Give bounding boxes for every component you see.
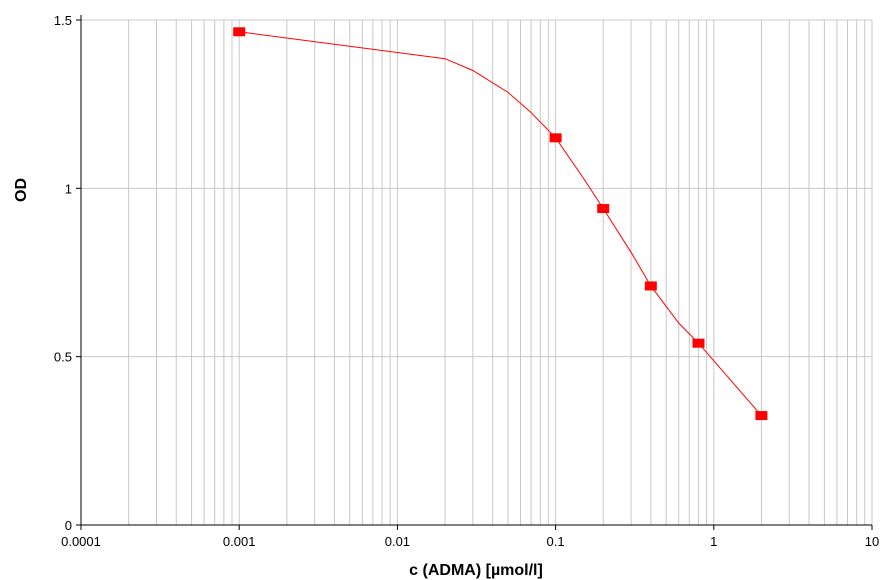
x-axis-label: c (ADMA) [µmol/l] xyxy=(409,562,543,579)
x-tick-label: 0.1 xyxy=(547,534,565,549)
x-tick-label: 10 xyxy=(865,534,879,549)
y-tick-label: 0.5 xyxy=(54,350,72,365)
data-point-marker xyxy=(233,27,246,37)
x-tick-label: 1 xyxy=(710,534,717,549)
data-point-marker xyxy=(597,204,610,214)
y-tick-label: 1.5 xyxy=(54,13,72,28)
data-point-marker xyxy=(549,133,562,143)
axes xyxy=(76,15,873,530)
data-point-marker xyxy=(644,281,657,291)
y-axis-label: OD xyxy=(13,178,30,202)
data-point-marker xyxy=(692,338,705,348)
data-point-marker xyxy=(755,411,768,421)
x-tick-label: 0.001 xyxy=(223,534,256,549)
grid xyxy=(81,19,873,525)
tick-labels: 0.0001 0.001 0.01 0.1 1 10 0 0.5 1 1.5 xyxy=(54,13,879,549)
y-tick-label: 1 xyxy=(65,181,72,196)
fit-curve xyxy=(239,31,762,416)
y-tick-label: 0 xyxy=(65,518,72,533)
x-tick-label: 0.01 xyxy=(385,534,410,549)
x-tick-label: 0.0001 xyxy=(61,534,101,549)
series xyxy=(233,27,768,421)
